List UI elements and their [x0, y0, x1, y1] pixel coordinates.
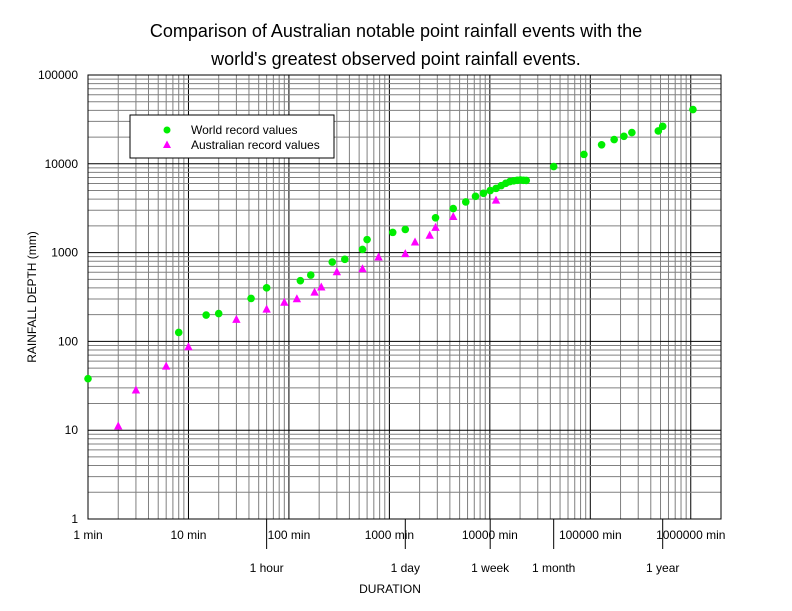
australian-record-point — [114, 421, 123, 430]
duration-marker-label: 1 month — [532, 561, 575, 575]
x-tick-label: 1000000 min — [656, 528, 725, 542]
world-record-point — [306, 271, 315, 279]
world-record-point — [580, 150, 588, 159]
x-axis-label: DURATION — [359, 582, 421, 596]
world-record-point — [431, 213, 440, 222]
x-tick-label: 1 min — [73, 528, 102, 542]
x-secondary-labels: 1 hour 1 day 1 week 1 month 1 year — [250, 519, 679, 575]
legend-world-label: World record values — [191, 123, 298, 137]
legend: World record values Australian record va… — [129, 114, 335, 159]
y-axis-label: RAINFALL DEPTH (mm) — [25, 231, 39, 363]
world-record-point — [610, 135, 618, 144]
y-tick-label: 10 — [65, 423, 79, 437]
data-points — [84, 105, 697, 430]
world-record-point — [358, 245, 367, 254]
australian-record-point — [232, 314, 241, 323]
world-record-point — [449, 204, 458, 213]
world-record-point — [689, 105, 697, 114]
world-record-point — [479, 189, 488, 198]
australian-record-point — [449, 211, 458, 220]
legend-world-marker — [163, 126, 171, 134]
world-record-point — [461, 198, 470, 206]
world-record-point — [84, 374, 92, 383]
y-tick-label: 100 — [58, 334, 78, 348]
australian-record-point — [491, 195, 501, 204]
australian-record-point — [358, 264, 367, 273]
world-record-point — [597, 140, 606, 149]
australian-record-point — [292, 294, 302, 303]
world-record-point — [486, 186, 494, 195]
australian-record-point — [374, 252, 383, 261]
world-record-point — [471, 192, 480, 201]
world-record-point — [262, 284, 271, 292]
world-record-point — [328, 258, 337, 266]
world-record-point — [363, 235, 371, 244]
world-record-point — [247, 294, 255, 303]
legend-australian-label: Australian record values — [191, 138, 320, 152]
australian-record-point — [161, 361, 171, 370]
y-tick-label: 10000 — [45, 157, 79, 171]
chart-title-line-2: world's greatest observed point rainfall… — [210, 49, 581, 69]
australian-record-point — [280, 297, 289, 306]
plot-frame — [87, 74, 722, 520]
world-record-point — [214, 309, 223, 318]
x-tick-label: 100 min — [268, 528, 311, 542]
australian-record-point — [317, 282, 326, 291]
australian-record-point — [184, 342, 193, 351]
australian-record-point — [332, 267, 342, 276]
world-record-point — [388, 228, 397, 237]
legend-australian-marker — [163, 140, 171, 148]
world-record-point — [620, 132, 628, 141]
world-record-point — [296, 276, 305, 285]
world-record-point — [658, 122, 667, 131]
world-record-point — [549, 162, 558, 171]
x-tick-label: 10 min — [170, 528, 206, 542]
duration-marker-label: 1 day — [391, 561, 420, 575]
chart-title-line-1: Comparison of Australian notable point r… — [150, 21, 642, 41]
world-record-point — [341, 255, 349, 264]
world-record-point — [401, 225, 410, 234]
world-record-point — [522, 176, 531, 185]
world-record-point — [202, 311, 210, 319]
x-tick-labels: 1 min 10 min 100 min 1000 min 10000 min 10000… — [73, 528, 725, 542]
australian-record-point — [262, 304, 271, 313]
australian-record-point — [425, 230, 434, 239]
world-record-point — [174, 328, 183, 337]
duration-marker-label: 1 year — [646, 561, 679, 575]
australian-record-point — [410, 237, 420, 246]
duration-marker-label: 1 week — [471, 561, 510, 575]
x-tick-label: 1000 min — [365, 528, 414, 542]
y-tick-label: 1 — [71, 512, 78, 526]
australian-record-point — [401, 249, 410, 258]
legend-box — [129, 114, 335, 159]
australian-record-point — [310, 287, 319, 296]
world-record-point — [628, 128, 636, 137]
australian-record-point — [131, 385, 141, 394]
y-tick-labels: 1 10 100 1000 10000 100000 — [38, 68, 78, 526]
duration-marker-label: 1 hour — [250, 561, 284, 575]
y-tick-label: 1000 — [51, 246, 78, 260]
x-tick-label: 100000 min — [559, 528, 622, 542]
y-tick-label: 100000 — [38, 68, 78, 82]
australian-record-point — [431, 222, 440, 231]
